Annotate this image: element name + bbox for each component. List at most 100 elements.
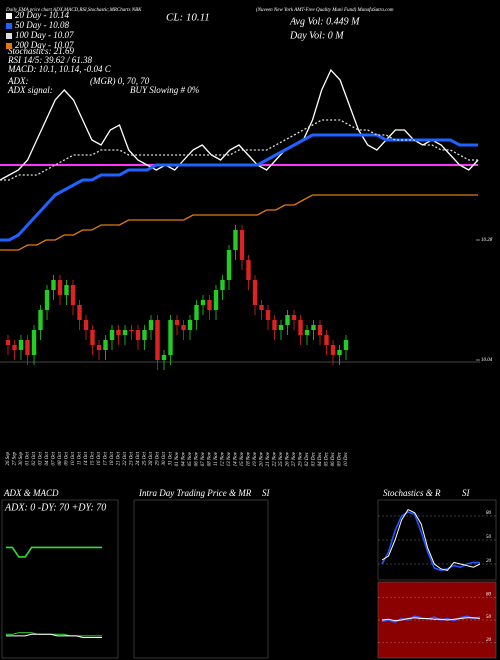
indicator-line [381,508,481,571]
header-line2: (Nuveen New York AMT-Free Quality Muni F… [256,8,394,13]
rsi-text: RSI 14/5: 39.62 / 61.38 [7,55,92,65]
y-tick-label: 50 [486,535,492,540]
x-tick-label: 31 Oct [169,451,174,465]
candle-body [57,280,63,295]
legend-swatch [6,33,12,39]
indicator-line [6,633,102,638]
x-tick-label: 05 Dec [325,451,330,466]
candle-body [90,330,95,345]
legend-label: 200 Day - 10.07 [15,40,74,50]
candle-body [317,325,323,335]
candle-body [31,330,37,355]
candle-body [246,260,251,280]
x-tick-label: 03 Dec [312,451,317,466]
x-tick-label: 09 Oct [65,451,70,465]
x-tick-label: 14 Oct [84,451,89,465]
x-tick-label: 14 Nov [234,451,239,466]
x-tick-label: 29 Nov [299,451,304,466]
candle-body [200,300,206,305]
x-tick-label: 27 Sep [13,452,18,466]
x-tick-label: 28 Oct [149,451,154,465]
x-tick-label: 01 Nov [175,451,180,466]
y-tick-label: 80 [486,511,492,516]
candle-body [181,325,186,330]
mgr-text: (MGR) 0, 70, 70 [90,76,150,86]
legend-swatch [6,23,12,29]
x-tick-label: 26 Nov [286,451,291,466]
x-tick-label: 06 Dec [331,451,336,466]
candle-body [64,285,69,295]
candle-body [25,340,30,355]
x-tick-label: 10 Dec [344,451,349,466]
panel-title: Intra Day Trading Price & MR [138,488,252,498]
candle-body [174,320,180,325]
x-tick-label: 18 Oct [110,451,115,465]
legend-swatch [6,43,12,49]
x-tick-label: 27 Nov [292,451,297,466]
x-tick-label: 07 Oct [52,451,57,465]
panel-title: SI [262,488,271,498]
panel-background [378,500,496,580]
legend-label: 20 Day - 10.14 [15,10,69,20]
x-tick-label: 07 Nov [201,451,206,466]
candle-body [109,330,115,340]
x-tick-label: 13 Nov [227,451,232,466]
signal-text: BUY Slowing # 0% [130,85,199,95]
panel-frame [1,499,119,659]
candle-body [18,340,24,350]
moving-average-line [0,119,478,181]
legend-label: 100 Day - 10.07 [15,30,74,40]
candle-body [38,310,43,330]
x-tick-label: 16 Oct [97,451,102,465]
indicator-line [381,617,481,622]
x-tick-label: 30 Oct [162,451,167,465]
x-tick-label: 04 Oct [45,451,50,465]
candle-body [226,250,232,280]
indicator-line [6,632,102,637]
legend-swatch [6,13,12,19]
x-tick-label: 05 Nov [188,451,193,466]
panel-frame [133,499,269,659]
indicator-line [6,546,102,558]
candle-body [330,345,336,355]
x-tick-label: 15 Nov [240,451,245,466]
candle-body [44,290,50,310]
x-tick-label: 02 Dec [305,451,310,466]
panel-label: ADX: 0 -DY: 70 +DY: 70 [4,502,106,513]
candle-body [265,310,271,320]
candle-body [70,285,76,305]
legend-label: 50 Day - 10.08 [15,20,69,30]
candle-body [161,355,167,360]
candle-body [5,340,11,345]
x-tick-label: 30 Sep [19,452,24,466]
candle-body [168,320,173,355]
x-tick-label: 17 Oct [104,451,109,465]
candle-body [343,340,349,350]
candle-body [207,300,212,310]
x-tick-label: 25 Nov [279,451,284,466]
macd-text: MACD: 10.1, 10.14, -0.04 C [7,64,112,74]
candle-body [213,290,219,310]
candle-body [12,345,17,350]
x-tick-label: 10 Oct [71,451,76,465]
x-tick-label: 26 Sep [6,452,11,466]
close-price: CL: 10.11 [166,12,210,24]
candle-body [304,330,310,335]
y-tick-label: 20 [486,559,492,564]
candle-body [285,315,290,325]
y-tick-label: 50 [486,615,492,620]
x-tick-label: 04 Dec [318,451,323,466]
candle-body [324,335,329,345]
x-tick-label: 18 Nov [247,451,252,466]
x-tick-label: 08 Nov [208,451,213,466]
candle-body [142,330,147,340]
candle-body [259,305,264,310]
day-vol: Day Vol: 0 M [289,30,344,41]
x-tick-label: 24 Oct [136,451,141,465]
y-tick-label: 10.28 [481,238,493,243]
y-tick-label: 80 [486,592,492,597]
candle-body [122,330,128,335]
x-tick-label: 21 Oct [117,451,122,465]
panel-title: Stochastics & R [383,488,441,498]
adx-signal-text: ADX signal: [7,85,53,95]
